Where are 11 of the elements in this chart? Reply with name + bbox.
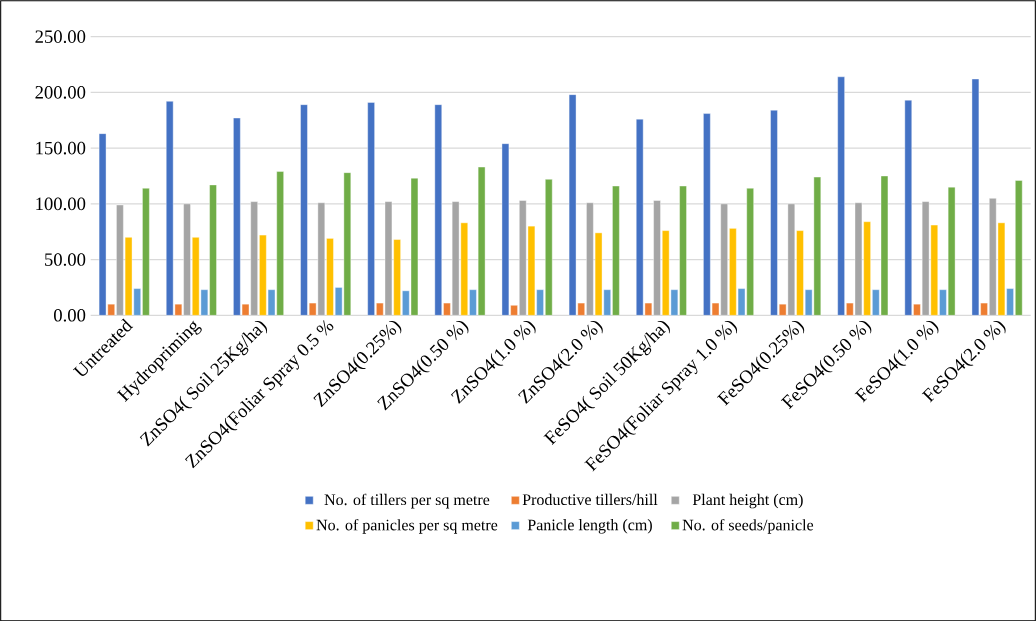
legend-label: No. of seeds/panicle xyxy=(682,518,814,534)
legend-label: Plant height (cm) xyxy=(692,493,803,509)
legend-label: Productive tillers/hill xyxy=(522,493,658,505)
y-tick-label: 100.00 xyxy=(36,197,86,211)
y-tick-label: 250.00 xyxy=(35,30,86,43)
legend-label: No. of panicles per sq metre xyxy=(316,518,498,534)
y-tick-label: 150.00 xyxy=(36,141,86,155)
legend-label: Panicle length (cm) xyxy=(527,518,652,534)
y-tick-label: 50.00 xyxy=(45,253,86,266)
y-tick-label: 200.00 xyxy=(35,85,86,99)
legend-label: No. of tillers per sq metre xyxy=(324,493,490,509)
